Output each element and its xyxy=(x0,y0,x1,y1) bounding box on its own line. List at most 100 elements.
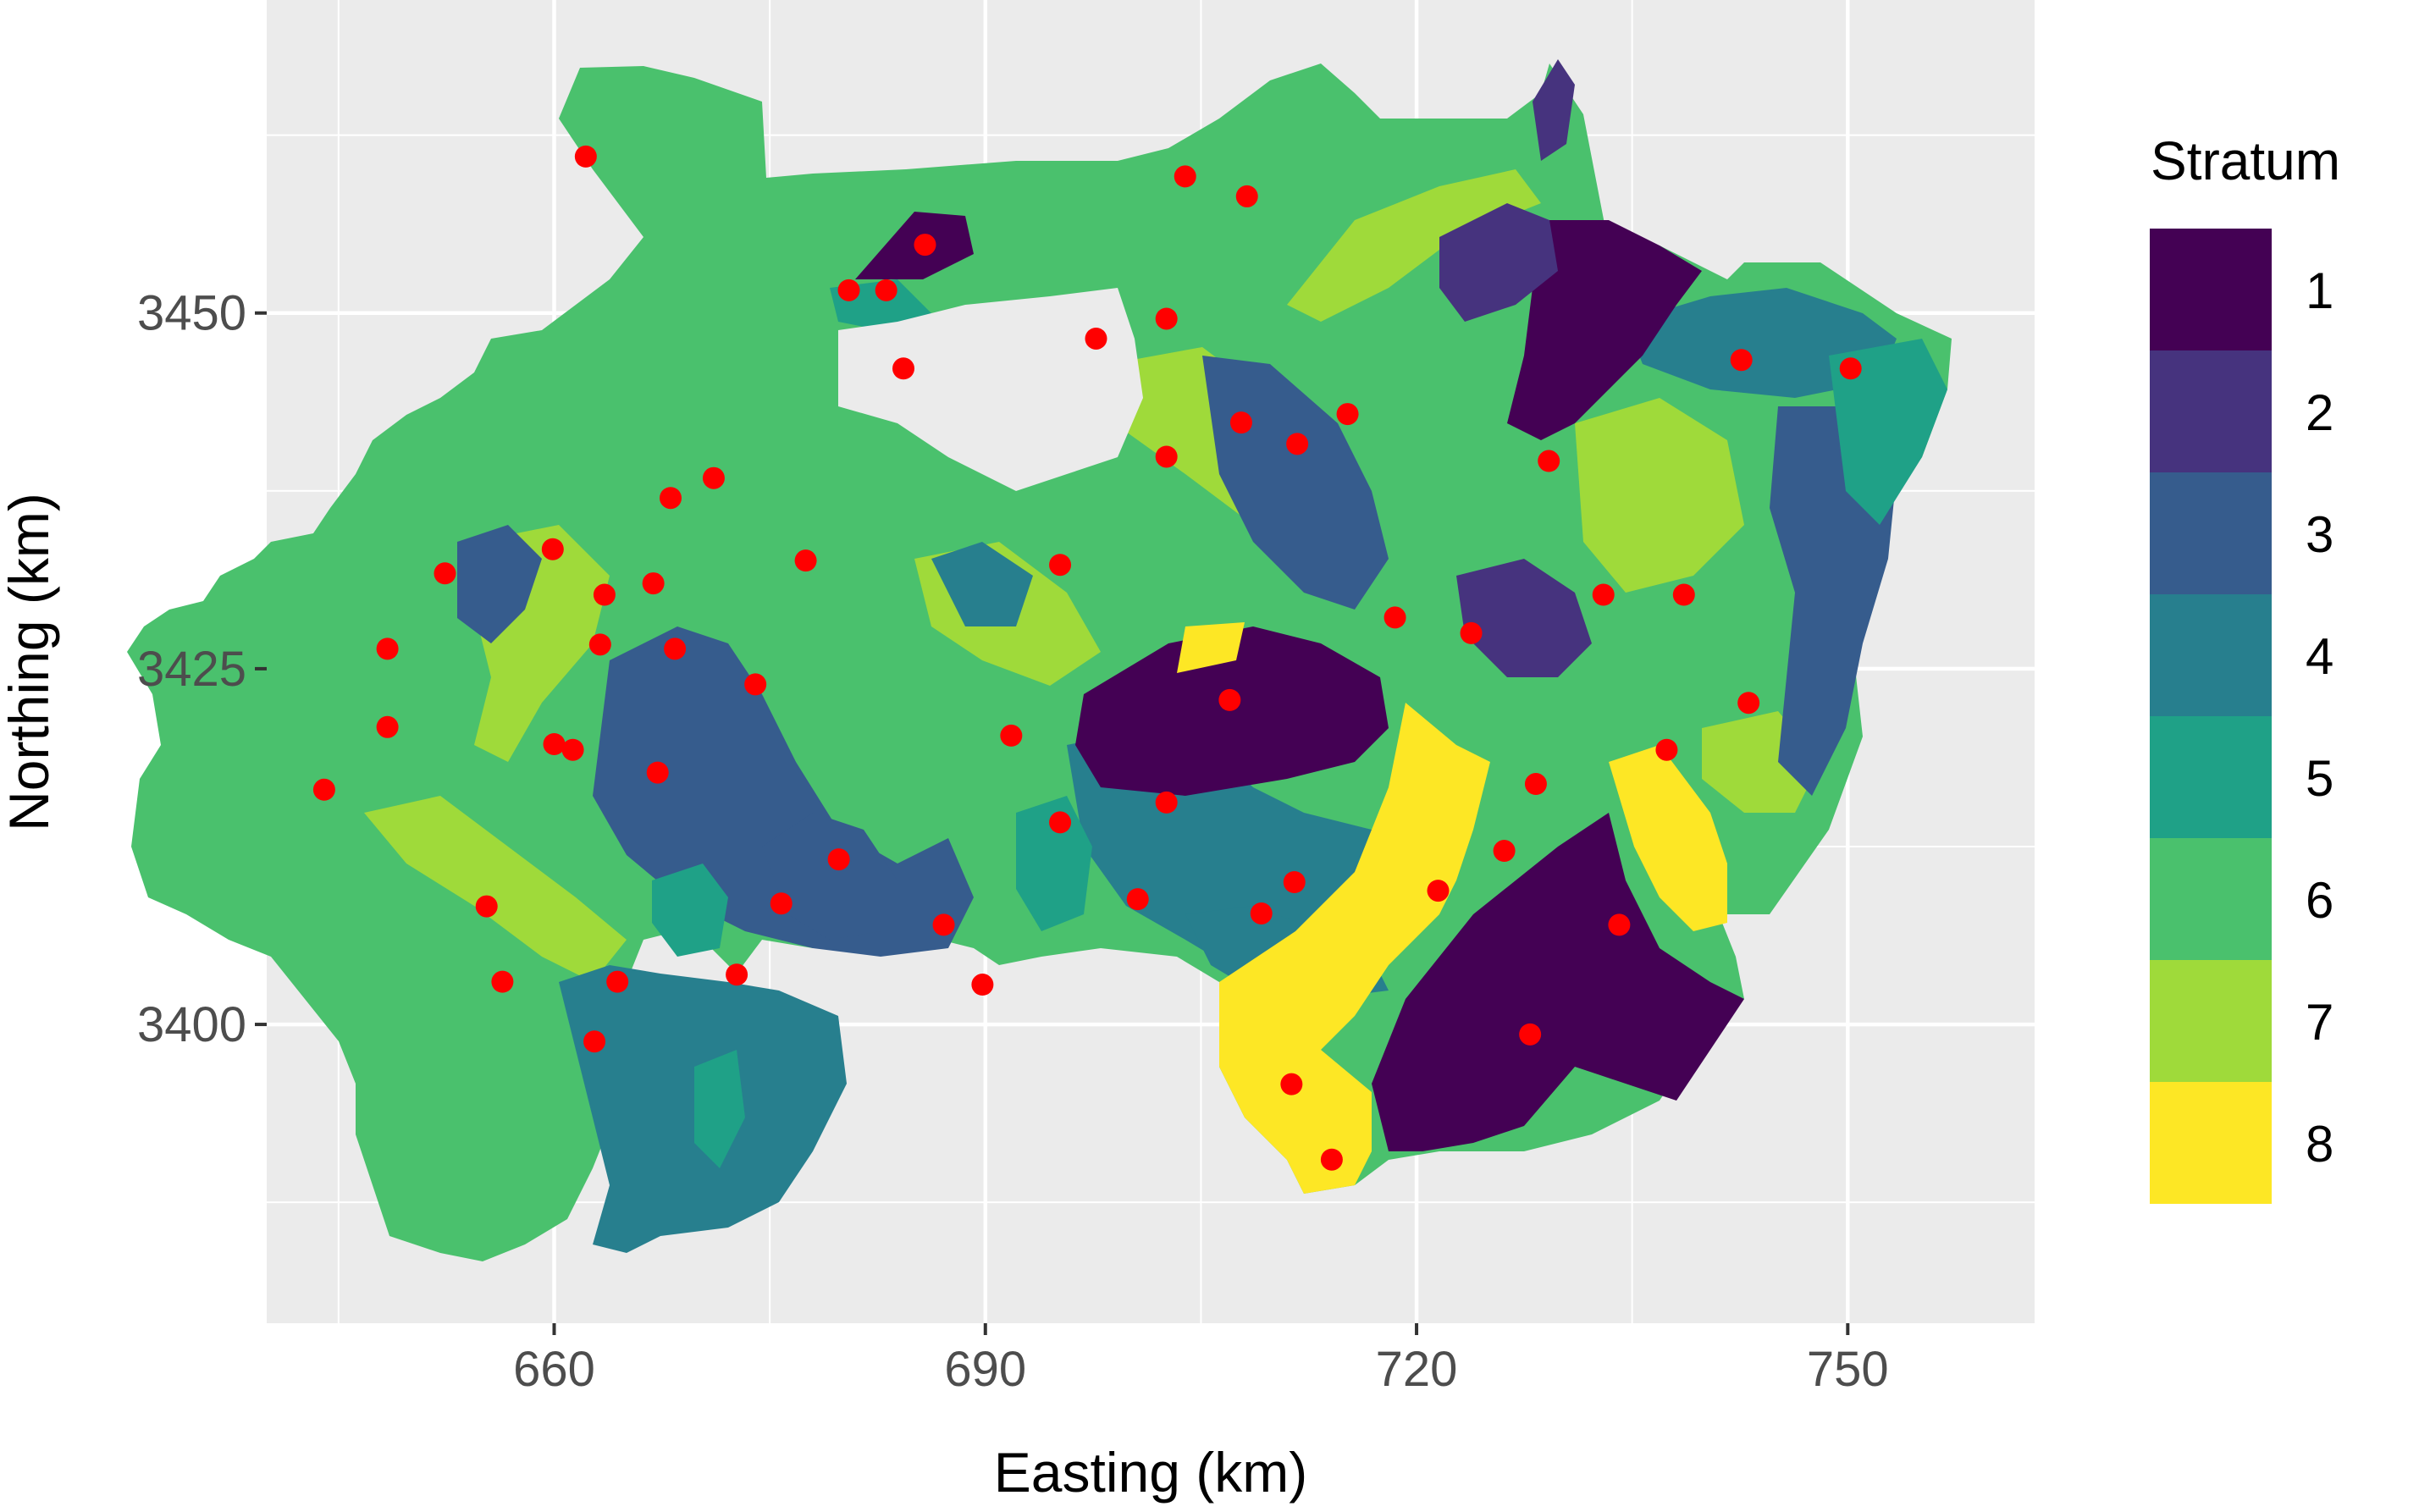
legend-key-label: 8 xyxy=(2306,1116,2333,1173)
y-axis-label: Northing (km) xyxy=(0,493,60,831)
stratum-2-northeast xyxy=(1439,203,1558,322)
sample-point xyxy=(1229,411,1252,434)
sample-point xyxy=(1655,738,1678,761)
sample-point xyxy=(642,572,665,595)
sample-point xyxy=(1839,357,1862,380)
stratum-3-northwest xyxy=(457,525,542,643)
sample-point xyxy=(1608,913,1631,936)
stratum-2-north-tip xyxy=(1533,59,1575,161)
stratum-5-lower-west xyxy=(694,1050,745,1168)
sample-point xyxy=(583,1030,606,1053)
sample-point xyxy=(971,974,994,996)
stratum-8-central-patch xyxy=(1177,622,1245,673)
sample-point xyxy=(1538,450,1560,472)
map-hole-north xyxy=(838,288,1143,491)
sample-point xyxy=(770,892,793,915)
x-tick-label: 690 xyxy=(944,1342,1026,1397)
legend-key-label: 6 xyxy=(2306,872,2333,929)
sample-point xyxy=(561,738,584,761)
sample-point xyxy=(1672,583,1695,606)
sample-point xyxy=(312,778,335,801)
sample-point xyxy=(1126,888,1149,911)
legend-key-label: 7 xyxy=(2306,994,2333,1051)
stratum-4-northwest xyxy=(931,542,1033,626)
legend-key-swatch xyxy=(2150,960,2272,1082)
sample-point xyxy=(914,234,936,257)
y-tick-label: 3450 xyxy=(137,286,246,341)
sample-point xyxy=(434,562,456,585)
sample-point xyxy=(1049,554,1072,577)
sample-point xyxy=(1049,811,1072,834)
x-axis-label: Easting (km) xyxy=(994,1441,1307,1504)
stratum-1-central xyxy=(1075,626,1389,796)
sample-point xyxy=(1592,583,1615,606)
sample-point xyxy=(892,357,915,380)
sample-point xyxy=(1383,606,1406,629)
sample-point xyxy=(541,538,564,560)
y-tick-label: 3400 xyxy=(137,997,246,1052)
legend-key-swatch xyxy=(2150,716,2272,838)
legend-key-swatch xyxy=(2150,229,2272,350)
sample-point xyxy=(1283,871,1306,893)
stratum-map-regions xyxy=(127,59,1952,1261)
stratum-4-east xyxy=(1626,288,1897,398)
sample-point xyxy=(702,466,725,489)
stratum-5-south xyxy=(1016,796,1092,931)
legend-title: Stratum xyxy=(2151,130,2340,191)
sample-point xyxy=(837,279,860,301)
sample-point xyxy=(376,715,399,738)
sample-point xyxy=(1280,1073,1303,1095)
legend-key-label: 2 xyxy=(2306,384,2333,441)
sample-point xyxy=(1460,621,1483,644)
legend-key-swatch xyxy=(2150,1082,2272,1204)
sample-point xyxy=(932,913,955,936)
sample-point xyxy=(1519,1023,1542,1046)
legend-key-swatch xyxy=(2150,838,2272,960)
sample-point xyxy=(744,673,767,696)
sample-point xyxy=(1235,185,1258,207)
sample-point xyxy=(1493,840,1516,863)
sample-point xyxy=(1524,773,1547,796)
x-tick-label: 750 xyxy=(1807,1342,1889,1397)
sample-point xyxy=(1155,791,1178,814)
stratum-3-southwest-band xyxy=(762,813,897,940)
sample-point xyxy=(1336,403,1359,426)
sample-point xyxy=(376,637,399,660)
sample-point xyxy=(1730,349,1753,372)
legend-key-swatch xyxy=(2150,594,2272,716)
legend: Stratum 1 2 3 4 5 6 7 8 xyxy=(2150,130,2340,1204)
stratum-7-north-belt xyxy=(1287,169,1541,322)
x-tick-label: 660 xyxy=(513,1342,595,1397)
sample-point xyxy=(1737,692,1760,715)
sample-point xyxy=(1427,880,1450,902)
stratum-7-southwest xyxy=(364,796,627,982)
stratum-1-northeast xyxy=(1507,220,1702,440)
sample-point xyxy=(574,145,597,168)
sample-point xyxy=(794,549,817,572)
stratum-7-east xyxy=(1575,398,1744,593)
sample-point xyxy=(726,963,748,986)
legend-key-label: 3 xyxy=(2306,506,2333,563)
x-tick-label: 720 xyxy=(1376,1342,1458,1397)
stratum-1-southeast xyxy=(1372,813,1744,1151)
sample-point xyxy=(1155,445,1178,468)
sample-point xyxy=(1320,1148,1343,1171)
legend-keys: 1 2 3 4 5 6 7 8 xyxy=(2150,229,2333,1204)
sample-point xyxy=(660,487,682,510)
y-tick-label: 3425 xyxy=(137,642,246,697)
sample-point xyxy=(875,279,897,301)
sample-point xyxy=(1085,327,1107,350)
sample-point xyxy=(588,633,611,656)
sample-point xyxy=(827,848,850,871)
stratum-5-southwest xyxy=(652,864,728,957)
legend-key-swatch xyxy=(2150,350,2272,472)
legend-key-label: 4 xyxy=(2306,628,2333,685)
sample-point xyxy=(543,732,566,755)
sample-point xyxy=(593,583,616,606)
sample-point xyxy=(1250,902,1273,924)
stratum-8-east xyxy=(1609,745,1727,931)
legend-key-label: 5 xyxy=(2306,750,2333,807)
x-axis-ticks: 660 690 720 750 xyxy=(513,1323,1889,1397)
sample-point xyxy=(1286,433,1309,455)
sample-point xyxy=(1000,724,1023,747)
